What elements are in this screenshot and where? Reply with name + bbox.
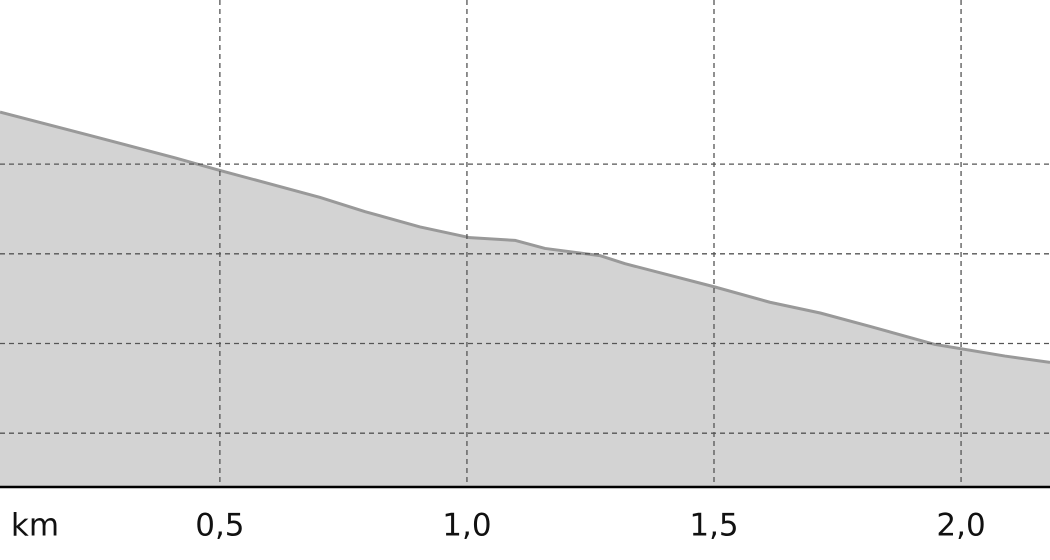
x-tick-label: 2,0 — [936, 508, 985, 544]
area-fill — [0, 112, 1050, 488]
x-axis-label: km — [11, 508, 59, 544]
x-tick-label: 1,5 — [689, 508, 738, 544]
x-tick-label: 0,5 — [195, 508, 244, 544]
x-tick-label: 1,0 — [442, 508, 491, 544]
area-line — [0, 110, 1050, 364]
